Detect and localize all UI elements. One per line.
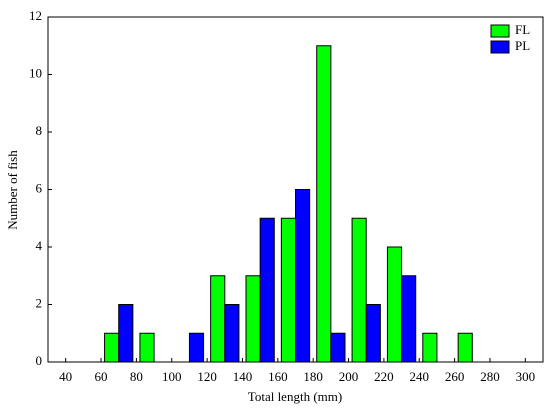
y-tick-label: 12: [29, 8, 42, 23]
legend-swatch: [490, 24, 510, 38]
x-tick-label: 80: [130, 369, 143, 384]
y-axis-label: Number of fish: [5, 150, 20, 230]
bar: [401, 275, 417, 363]
bar: [224, 304, 240, 363]
x-tick-label: 60: [95, 369, 108, 384]
y-tick-label: 4: [36, 238, 43, 253]
legend-label: FL: [515, 22, 530, 37]
bar: [259, 217, 275, 363]
bar: [280, 217, 297, 363]
x-tick-label: 40: [59, 369, 72, 384]
x-tick-label: 140: [233, 369, 253, 384]
bar: [210, 275, 226, 363]
x-tick-label: 200: [339, 369, 359, 384]
x-tick-label: 260: [445, 369, 465, 384]
y-tick-label: 6: [36, 180, 43, 195]
legend-swatch: [490, 40, 510, 54]
bar: [188, 332, 205, 363]
x-tick-label: 220: [374, 369, 394, 384]
bar: [118, 304, 134, 363]
y-tick-label: 8: [36, 123, 43, 138]
y-tick-label: 10: [29, 65, 42, 80]
bar: [365, 304, 381, 363]
bar: [386, 246, 403, 363]
bar: [422, 332, 438, 363]
y-tick-label: 0: [36, 353, 43, 368]
x-tick-label: 100: [162, 369, 182, 384]
x-tick-label: 180: [303, 369, 323, 384]
bar: [104, 332, 120, 363]
x-tick-label: 120: [197, 369, 217, 384]
x-tick-label: 300: [516, 369, 536, 384]
x-tick-label: 280: [480, 369, 500, 384]
y-tick-label: 2: [36, 295, 43, 310]
bar: [139, 332, 155, 363]
legend-label: PL: [515, 38, 530, 53]
bar: [330, 332, 346, 363]
x-tick-label: 160: [268, 369, 288, 384]
x-axis-label: Total length (mm): [248, 389, 342, 404]
bar: [316, 45, 332, 363]
bar: [457, 332, 473, 363]
bar: [245, 275, 261, 363]
bar: [295, 189, 311, 363]
x-tick-label: 240: [410, 369, 430, 384]
bar: [351, 217, 367, 363]
